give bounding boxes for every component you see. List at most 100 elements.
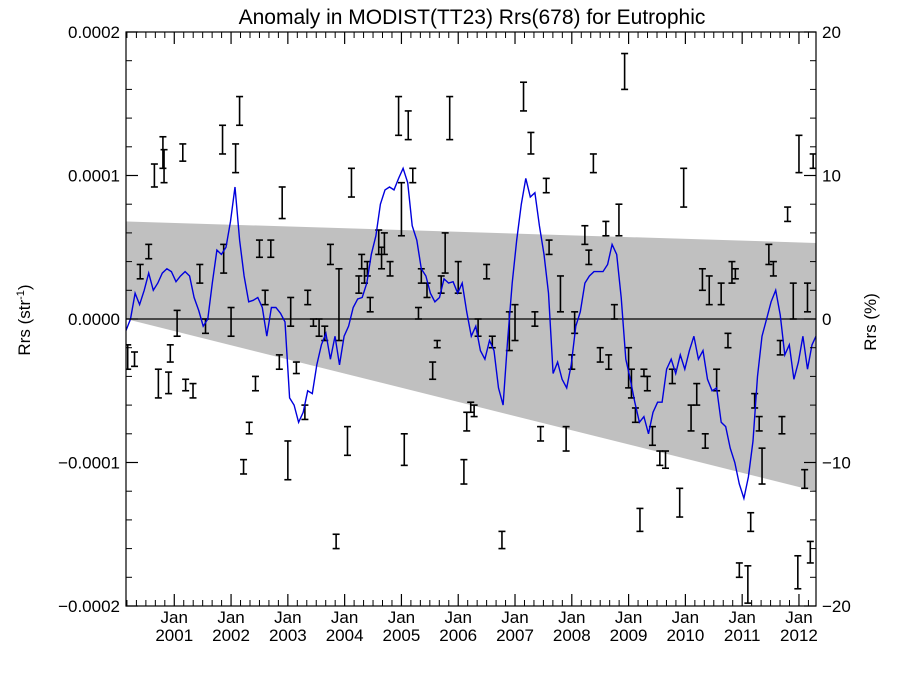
error-bar <box>636 507 644 533</box>
error-bar <box>251 375 259 392</box>
error-bar <box>182 378 190 392</box>
error-bar <box>232 143 240 174</box>
x-tick-month-label: Jan <box>672 608 699 627</box>
error-bar <box>160 148 168 184</box>
error-bar <box>520 81 528 112</box>
error-bar <box>189 382 197 399</box>
error-bar <box>747 511 755 533</box>
error-bar <box>531 311 539 327</box>
error-bar <box>304 289 312 306</box>
error-bar <box>498 530 506 550</box>
error-bar <box>287 296 295 327</box>
trend-uncertainty-band <box>126 221 816 492</box>
error-bar <box>292 361 300 375</box>
error-bar <box>470 404 478 418</box>
error-bar <box>562 425 570 452</box>
error-bar <box>165 371 173 395</box>
x-tick-month-label: Jan <box>785 608 812 627</box>
x-tick-month-label: Jan <box>615 608 642 627</box>
error-bar <box>527 131 535 155</box>
error-bar <box>483 263 491 280</box>
x-tick-year-label: 2010 <box>666 626 704 645</box>
error-bar <box>196 263 204 284</box>
x-tick-year-label: 2005 <box>383 626 421 645</box>
error-bar <box>255 239 263 259</box>
error-bar <box>680 167 688 208</box>
axis-ticks <box>126 31 816 607</box>
error-bar <box>693 382 701 406</box>
error-bar <box>643 375 651 392</box>
error-bar <box>705 275 713 306</box>
error-bar <box>166 344 174 363</box>
error-bar <box>731 267 739 280</box>
error-bar <box>429 361 437 381</box>
error-bar <box>794 554 802 590</box>
x-tick-year-label: 2004 <box>326 626 364 645</box>
error-bar <box>404 110 412 141</box>
error-bar <box>545 239 553 256</box>
error-bar <box>585 249 593 266</box>
x-tick-year-label: 2011 <box>724 626 761 645</box>
error-bar <box>219 124 227 155</box>
x-tick-year-label: 2006 <box>439 626 477 645</box>
error-bar <box>159 135 167 170</box>
x-tick-month-label: Jan <box>501 608 528 627</box>
error-bar <box>414 306 422 320</box>
error-bar <box>409 167 417 184</box>
error-bar <box>284 440 292 481</box>
error-bar <box>735 562 743 579</box>
error-bar <box>789 282 797 320</box>
error-bar <box>173 309 181 338</box>
error-bar <box>179 143 187 162</box>
error-bar <box>744 565 752 604</box>
anomaly-line <box>126 166 816 502</box>
error-bar <box>275 354 283 371</box>
error-bar <box>366 296 374 313</box>
error-bar <box>343 425 351 457</box>
error-bar <box>332 533 340 550</box>
error-bar <box>795 134 803 174</box>
y-tick-label-left: 0.0000 <box>68 310 120 329</box>
error-bar <box>397 181 405 237</box>
error-bar <box>400 432 408 467</box>
y-tick-label-left: −0.0002 <box>58 597 120 616</box>
x-tick-month-label: Jan <box>445 608 472 627</box>
error-bar <box>755 415 763 432</box>
error-bar <box>267 239 275 259</box>
error-bar <box>676 487 684 518</box>
error-bar <box>236 95 244 127</box>
axis-tick-labels: 0.00020.00010.0000−0.0001−0.000220100−10… <box>58 23 851 645</box>
error-bar <box>245 421 253 435</box>
error-bar <box>240 458 248 475</box>
error-bar <box>433 339 441 349</box>
error-bar <box>701 432 709 449</box>
y-tick-label-right: 0 <box>822 310 831 329</box>
error-bar <box>784 206 792 223</box>
x-tick-year-label: 2007 <box>496 626 534 645</box>
error-bar <box>605 354 613 371</box>
error-bar <box>131 351 139 368</box>
error-bar <box>724 332 732 349</box>
error-bar <box>395 95 403 137</box>
error-bar <box>656 450 664 467</box>
error-bar <box>806 540 814 564</box>
error-bar <box>537 425 545 442</box>
x-tick-year-label: 2009 <box>610 626 648 645</box>
error-bar <box>511 303 519 342</box>
error-bar <box>145 243 153 260</box>
x-tick-month-label: Jan <box>331 608 358 627</box>
error-bar <box>542 177 550 194</box>
error-bar <box>765 243 773 266</box>
error-bar <box>326 243 334 266</box>
x-tick-month-label: Jan <box>217 608 244 627</box>
error-bar <box>460 458 468 485</box>
error-bar <box>717 282 725 306</box>
error-bar <box>581 224 589 246</box>
error-bar <box>441 232 449 274</box>
error-bar <box>801 468 809 490</box>
error-bar <box>778 415 786 435</box>
x-tick-year-label: 2001 <box>155 626 193 645</box>
y-tick-label-left: 0.0001 <box>68 167 120 186</box>
error-bar <box>698 267 706 292</box>
